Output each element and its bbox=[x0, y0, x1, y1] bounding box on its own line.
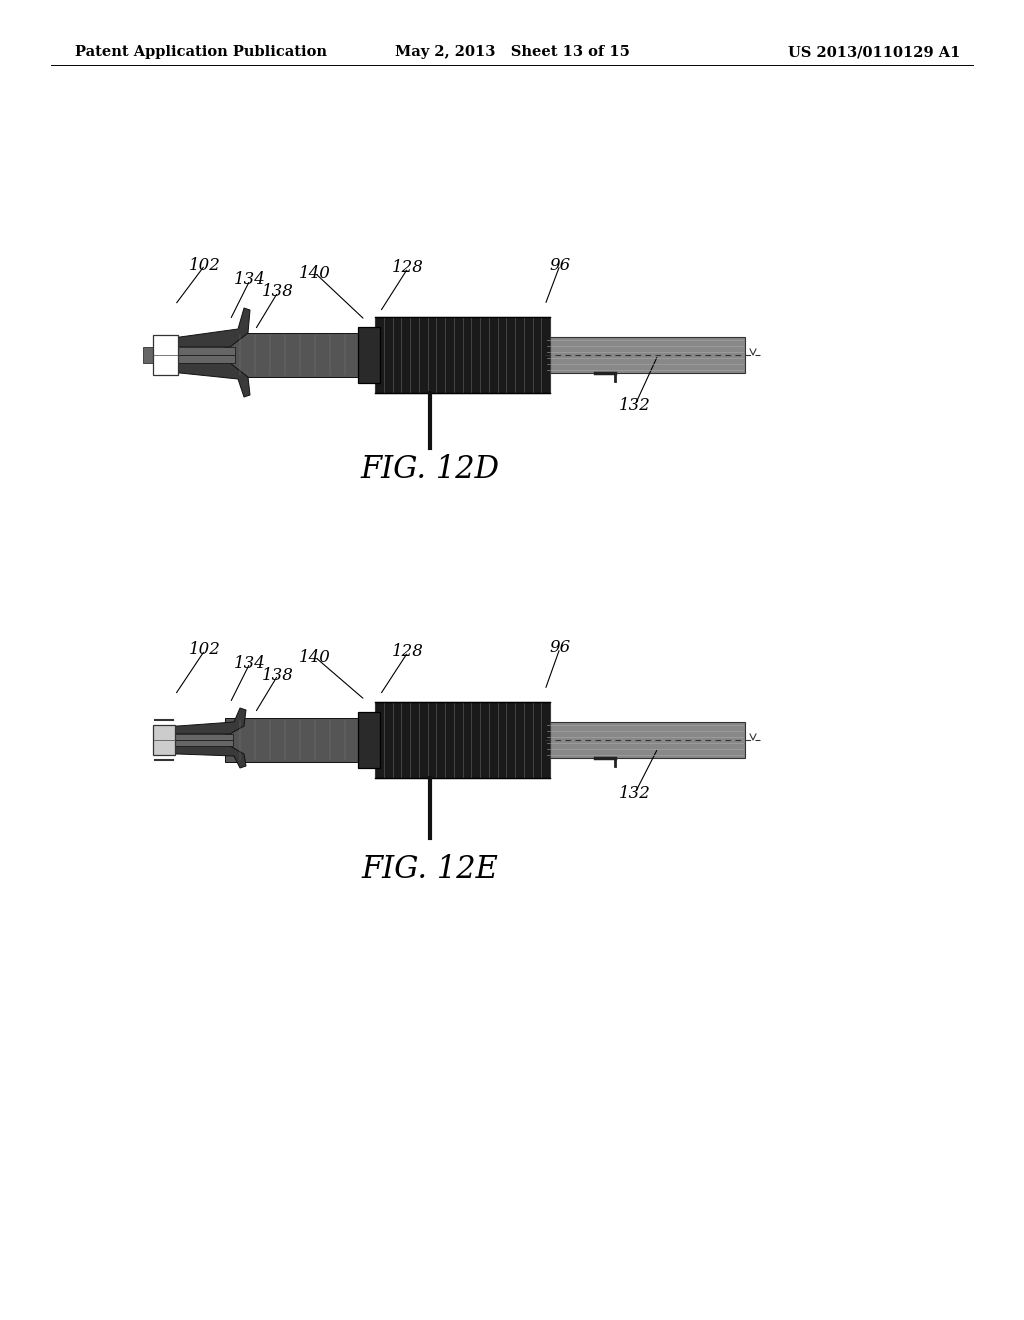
FancyBboxPatch shape bbox=[358, 327, 380, 383]
Polygon shape bbox=[175, 734, 233, 746]
FancyBboxPatch shape bbox=[143, 347, 155, 363]
Polygon shape bbox=[225, 333, 360, 378]
Text: 138: 138 bbox=[262, 667, 294, 684]
Text: 134: 134 bbox=[234, 655, 266, 672]
FancyBboxPatch shape bbox=[545, 722, 745, 758]
Text: 128: 128 bbox=[392, 260, 424, 276]
Polygon shape bbox=[225, 718, 360, 762]
Text: 132: 132 bbox=[620, 784, 651, 801]
Text: 140: 140 bbox=[299, 648, 331, 665]
FancyBboxPatch shape bbox=[153, 725, 175, 755]
Text: Patent Application Publication: Patent Application Publication bbox=[75, 45, 327, 59]
Polygon shape bbox=[175, 746, 246, 768]
Text: 140: 140 bbox=[299, 264, 331, 281]
Text: 96: 96 bbox=[549, 639, 570, 656]
Text: May 2, 2013   Sheet 13 of 15: May 2, 2013 Sheet 13 of 15 bbox=[394, 45, 630, 59]
Polygon shape bbox=[175, 708, 246, 734]
Text: US 2013/0110129 A1: US 2013/0110129 A1 bbox=[787, 45, 961, 59]
Polygon shape bbox=[175, 363, 250, 397]
Text: 102: 102 bbox=[189, 642, 221, 659]
Text: FIG. 12E: FIG. 12E bbox=[361, 854, 499, 886]
Text: 132: 132 bbox=[620, 396, 651, 413]
FancyBboxPatch shape bbox=[375, 317, 550, 393]
FancyBboxPatch shape bbox=[153, 335, 178, 375]
FancyBboxPatch shape bbox=[358, 711, 380, 768]
Polygon shape bbox=[175, 308, 250, 347]
FancyBboxPatch shape bbox=[545, 337, 745, 374]
FancyBboxPatch shape bbox=[375, 702, 550, 777]
Text: FIG. 12D: FIG. 12D bbox=[360, 454, 500, 486]
Text: 134: 134 bbox=[234, 272, 266, 289]
Text: 138: 138 bbox=[262, 284, 294, 301]
Text: 128: 128 bbox=[392, 644, 424, 660]
Text: 96: 96 bbox=[549, 256, 570, 273]
Text: 102: 102 bbox=[189, 256, 221, 273]
Polygon shape bbox=[175, 347, 234, 363]
